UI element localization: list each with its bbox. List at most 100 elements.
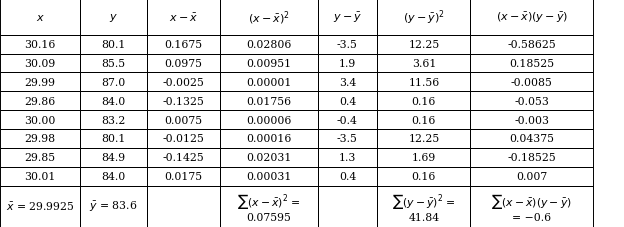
Text: 0.0075: 0.0075	[164, 115, 202, 125]
Text: 0.16: 0.16	[412, 115, 436, 125]
Bar	[470, 73, 593, 92]
Text: -0.0085: -0.0085	[510, 77, 553, 87]
Text: 0.007: 0.007	[516, 171, 547, 181]
Text: -0.1425: -0.1425	[162, 153, 204, 163]
Text: 83.2: 83.2	[101, 115, 125, 125]
Text: 0.01756: 0.01756	[246, 96, 291, 106]
Bar	[318, 54, 377, 73]
Text: 80.1: 80.1	[101, 134, 125, 144]
Bar	[377, 73, 470, 92]
Bar	[0, 111, 80, 129]
Text: -0.003: -0.003	[514, 115, 549, 125]
Text: 3.61: 3.61	[412, 59, 436, 69]
Bar	[377, 54, 470, 73]
Bar	[80, 35, 147, 54]
Bar	[318, 186, 377, 227]
Bar	[470, 111, 593, 129]
Bar	[470, 167, 593, 186]
Text: -0.58625: -0.58625	[507, 40, 556, 50]
Bar	[470, 35, 593, 54]
Bar	[220, 167, 318, 186]
Text: $x$: $x$	[36, 13, 44, 23]
Text: -0.1325: -0.1325	[162, 96, 204, 106]
Text: -0.0125: -0.0125	[162, 134, 204, 144]
Text: 0.00951: 0.00951	[246, 59, 291, 69]
Text: 12.25: 12.25	[408, 40, 439, 50]
Bar	[318, 129, 377, 148]
Bar	[0, 167, 80, 186]
Bar	[80, 148, 147, 167]
Text: -0.4: -0.4	[337, 115, 358, 125]
Text: 87.0: 87.0	[101, 77, 125, 87]
Bar	[318, 0, 377, 35]
Text: 0.00001: 0.00001	[246, 77, 291, 87]
Bar	[0, 186, 80, 227]
Bar	[220, 54, 318, 73]
Bar	[0, 148, 80, 167]
Text: -0.18525: -0.18525	[507, 153, 556, 163]
Bar	[318, 111, 377, 129]
Text: 29.99: 29.99	[24, 77, 56, 87]
Bar	[318, 92, 377, 111]
Bar	[147, 35, 220, 54]
Bar	[0, 73, 80, 92]
Bar	[80, 129, 147, 148]
Bar	[220, 0, 318, 35]
Text: 0.18525: 0.18525	[509, 59, 554, 69]
Bar	[80, 111, 147, 129]
Bar	[80, 73, 147, 92]
Bar	[470, 92, 593, 111]
Bar	[0, 54, 80, 73]
Text: $(x-\bar{x})^2$: $(x-\bar{x})^2$	[248, 9, 290, 27]
Bar	[147, 54, 220, 73]
Text: $\sum(x-\bar{x})^2$ =
0.07595: $\sum(x-\bar{x})^2$ = 0.07595	[237, 191, 301, 222]
Bar	[147, 111, 220, 129]
Bar	[377, 129, 470, 148]
Text: 84.0: 84.0	[101, 171, 125, 181]
Text: $\sum(y-\bar{y})^2$ =
41.84: $\sum(y-\bar{y})^2$ = 41.84	[392, 191, 456, 222]
Text: 0.04375: 0.04375	[509, 134, 554, 144]
Text: 1.69: 1.69	[412, 153, 436, 163]
Bar	[0, 0, 80, 35]
Bar	[377, 167, 470, 186]
Text: 30.01: 30.01	[24, 171, 56, 181]
Text: 84.0: 84.0	[101, 96, 125, 106]
Text: $\bar{y}$ = 83.6: $\bar{y}$ = 83.6	[89, 199, 137, 213]
Text: 0.00006: 0.00006	[246, 115, 291, 125]
Bar	[318, 148, 377, 167]
Text: 0.00031: 0.00031	[246, 171, 291, 181]
Bar	[470, 129, 593, 148]
Text: 84.9: 84.9	[101, 153, 125, 163]
Bar	[220, 73, 318, 92]
Text: 0.1675: 0.1675	[164, 40, 202, 50]
Text: 3.4: 3.4	[339, 77, 356, 87]
Text: 29.85: 29.85	[24, 153, 56, 163]
Text: $(x-\bar{x})(y-\bar{y})$: $(x-\bar{x})(y-\bar{y})$	[495, 11, 568, 25]
Bar	[377, 92, 470, 111]
Bar	[80, 186, 147, 227]
Bar	[80, 0, 147, 35]
Bar	[147, 148, 220, 167]
Bar	[0, 129, 80, 148]
Text: 0.4: 0.4	[339, 96, 356, 106]
Text: 11.56: 11.56	[408, 77, 439, 87]
Text: 12.25: 12.25	[408, 134, 439, 144]
Bar	[147, 167, 220, 186]
Bar	[470, 0, 593, 35]
Text: -0.0025: -0.0025	[162, 77, 204, 87]
Bar	[220, 148, 318, 167]
Bar	[470, 186, 593, 227]
Bar	[470, 148, 593, 167]
Bar	[377, 0, 470, 35]
Bar	[377, 186, 470, 227]
Text: 0.02806: 0.02806	[246, 40, 291, 50]
Bar	[147, 186, 220, 227]
Bar	[220, 186, 318, 227]
Text: 1.9: 1.9	[339, 59, 356, 69]
Text: $y-\bar{y}$: $y-\bar{y}$	[333, 11, 362, 25]
Text: 80.1: 80.1	[101, 40, 125, 50]
Bar	[470, 54, 593, 73]
Text: $(y-\bar{y})^2$: $(y-\bar{y})^2$	[403, 8, 445, 27]
Text: 0.16: 0.16	[412, 171, 436, 181]
Bar	[220, 111, 318, 129]
